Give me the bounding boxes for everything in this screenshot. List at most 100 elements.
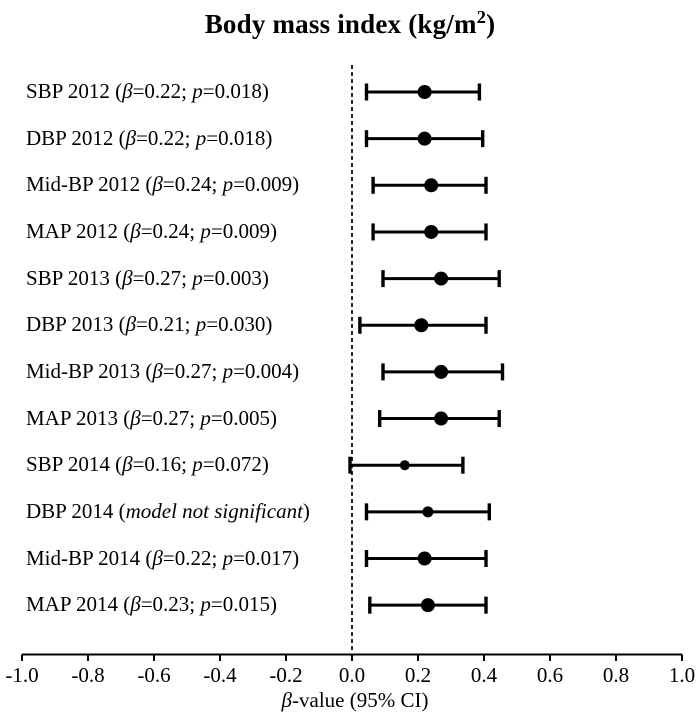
row-label-segment: =0.22; [162,545,223,570]
row-label-segment: =0.22; [136,125,196,150]
x-tick-label: 0.0 [338,663,366,687]
row-label-italic-segment: β [125,125,137,150]
row-label-segment: =0.27; [140,405,201,430]
row-label-italic-segment: p [200,218,211,243]
row-label-segment: =0.015) [210,592,277,617]
row-label-italic-segment: p [192,452,203,477]
row-label-segment: DBP 2012 ( [26,125,126,150]
x-tick-label: -0.4 [203,663,237,687]
row-label-segment: SBP 2013 ( [26,265,123,290]
x-tick-label: -0.6 [137,663,171,687]
row-label-segment: MAP 2014 ( [26,592,131,617]
row-label-italic-segment: β [130,405,141,430]
x-tick-label: 0.8 [602,663,630,687]
row-label: SBP 2013 (β=0.27; p=0.003) [26,264,269,293]
row-label-segment: =0.003) [202,265,269,290]
row-label-italic-segment: p [200,592,211,617]
row-label-italic-segment: β [130,592,141,617]
point-marker [420,598,435,613]
x-tick-label: 0.6 [536,663,564,687]
row-label-segment: =0.24; [162,172,223,197]
row-label: DBP 2013 (β=0.21; p=0.030) [26,310,272,339]
x-tick-label: 0.4 [470,663,498,687]
row-label-segment: =0.24; [140,218,201,243]
x-axis-label: β-value (95% CI) [0,688,700,713]
row-label-segment: =0.16; [132,452,193,477]
row-label-segment: =0.27; [162,358,223,383]
point-marker [422,506,434,518]
row-label-italic-segment: β [152,172,163,197]
x-tick-label: -1.0 [5,663,39,687]
row-label-segment: =0.009) [233,172,300,197]
chart-title-text: Body mass index (kg/m [204,9,477,39]
row-label-segment: =0.018) [206,125,273,150]
row-label-italic-segment: β [130,218,141,243]
point-marker [434,271,449,286]
point-marker [434,364,449,379]
row-label-segment: =0.018) [202,79,269,103]
row-label: SBP 2014 (β=0.16; p=0.072) [26,450,269,479]
row-label-segment: Mid-BP 2013 ( [26,358,153,383]
row-label-segment: =0.017) [233,545,300,570]
row-label: SBP 2012 (β=0.22; p=0.018) [26,77,269,106]
point-marker [417,131,432,146]
row-label-segment: =0.030) [206,312,273,337]
row-label-segment: =0.23; [140,592,201,617]
x-tick-label: -0.2 [269,663,303,687]
point-marker [424,178,439,193]
row-label-segment: SBP 2012 ( [26,79,123,103]
row-label-segment: =0.004) [233,358,300,383]
point-marker [399,460,410,471]
row-label-italic-segment: p [195,125,207,150]
point-marker [424,224,439,239]
row-label-segment: ) [302,498,310,523]
x-tick-label: -0.8 [71,663,105,687]
row-label: MAP 2013 (β=0.27; p=0.005) [26,404,277,433]
row-label-italic-segment: β [152,358,163,383]
row-label-italic-segment: β [122,452,133,477]
row-label: MAP 2014 (β=0.23; p=0.015) [26,590,277,619]
row-label-segment: SBP 2014 ( [26,452,123,477]
row-label-italic-segment: β [152,545,163,570]
row-label: MAP 2012 (β=0.24; p=0.009) [26,217,277,246]
row-label-segment: Mid-BP 2014 ( [26,545,153,570]
x-axis-label-rest: -value (95% CI) [292,688,429,712]
row-label-segment: =0.21; [136,312,196,337]
row-label-segment: MAP 2013 ( [26,405,131,430]
row-label-segment: DBP 2014 ( [26,498,126,523]
row-label-segment: Mid-BP 2012 ( [26,172,153,197]
chart-title-suffix: ) [486,9,496,39]
row-label-italic-segment: p [192,265,203,290]
x-tick-label: 1.0 [668,663,696,687]
point-marker [417,85,432,99]
row-label-italic-segment: model not significant [125,498,303,523]
row-label-italic-segment: β [125,312,137,337]
title-superscript: 2 [476,7,487,27]
chart-title: Body mass index (kg/m2) [0,7,700,40]
row-label-segment: =0.22; [132,79,193,103]
row-label: Mid-BP 2012 (β=0.24; p=0.009) [26,170,299,199]
row-label-italic-segment: p [195,312,207,337]
row-label: DBP 2012 (β=0.22; p=0.018) [26,124,272,153]
row-label-segment: =0.009) [210,218,277,243]
row-label-segment: MAP 2012 ( [26,218,131,243]
row-label-segment: =0.072) [202,452,269,477]
row-label: Mid-BP 2013 (β=0.27; p=0.004) [26,357,299,386]
row-label: Mid-BP 2014 (β=0.22; p=0.017) [26,544,299,573]
x-tick-label: 0.2 [404,663,432,687]
point-marker [417,551,432,566]
row-label-italic-segment: p [222,172,234,197]
row-label-italic-segment: β [122,79,133,103]
x-axis-label-beta: β [281,688,292,712]
row-label: DBP 2014 (model not significant) [26,497,310,526]
row-label-italic-segment: p [222,358,234,383]
point-marker [414,318,429,333]
row-label-segment: =0.005) [210,405,277,430]
row-label-italic-segment: p [192,79,203,103]
row-label-italic-segment: p [222,545,234,570]
row-label-segment: DBP 2013 ( [26,312,126,337]
row-label-segment: =0.27; [132,265,193,290]
row-label-italic-segment: p [200,405,211,430]
